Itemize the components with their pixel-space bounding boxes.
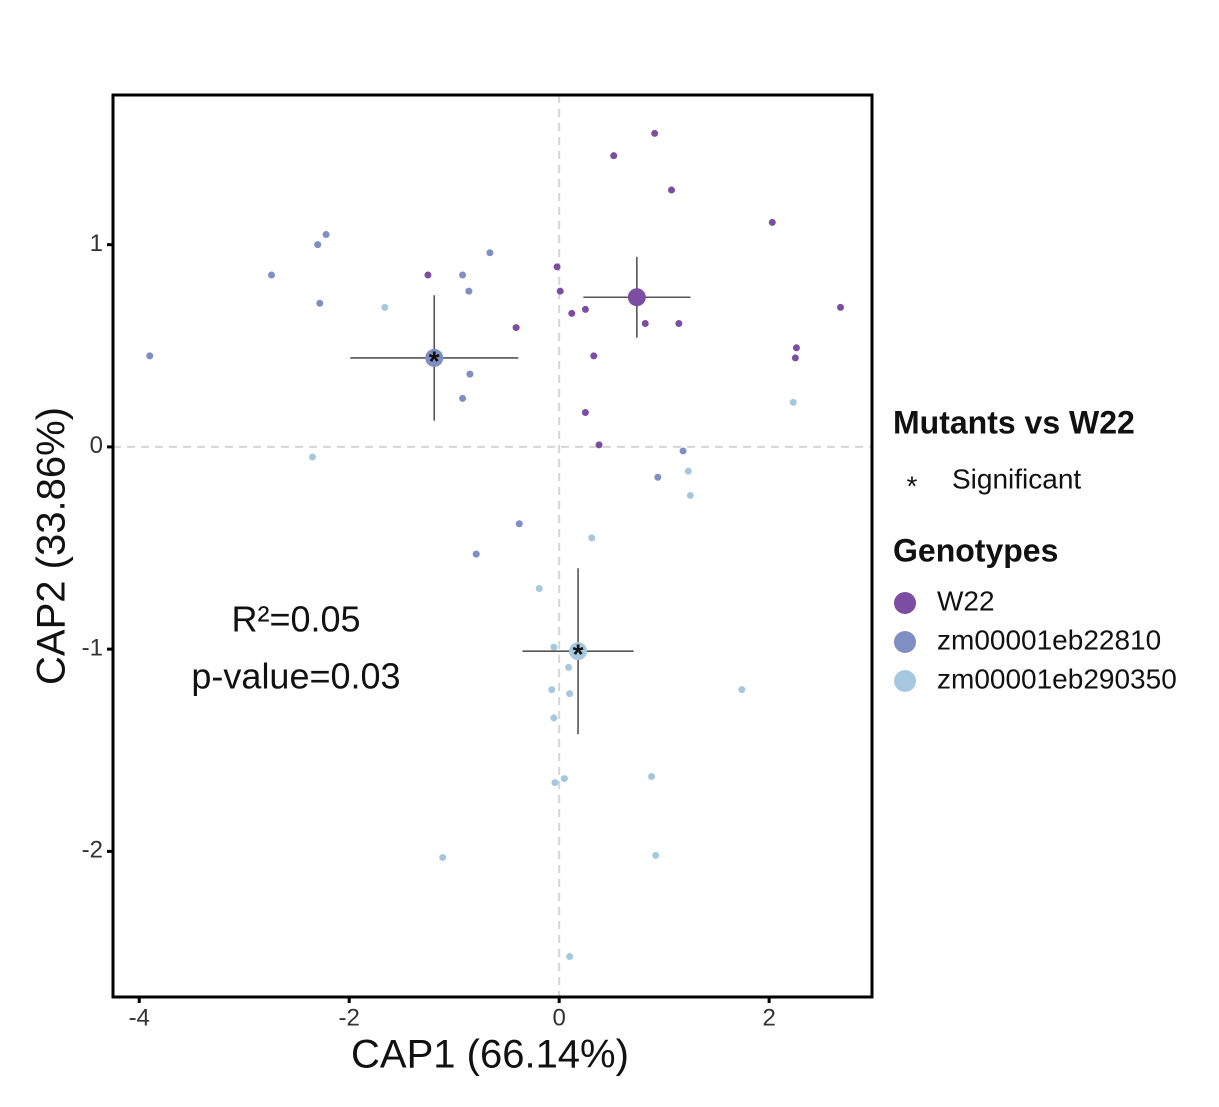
point (466, 370, 474, 378)
point (439, 853, 447, 861)
legend-symbol: * (907, 470, 918, 501)
legend-swatch (894, 670, 916, 692)
point (588, 534, 596, 542)
legend-swatch (894, 631, 916, 653)
point (381, 303, 389, 311)
point (686, 491, 694, 499)
point (512, 324, 520, 332)
point (535, 584, 543, 592)
legend-label: Significant (952, 463, 1081, 494)
centroid (425, 348, 444, 367)
point (566, 690, 574, 698)
point (548, 686, 556, 694)
y-tick-label: 0 (90, 432, 103, 459)
point (738, 686, 746, 694)
point (268, 271, 276, 279)
point (565, 663, 573, 671)
point (595, 441, 603, 449)
point (610, 152, 618, 160)
point (641, 320, 649, 328)
point (837, 303, 845, 311)
point (550, 643, 558, 651)
point (146, 352, 154, 360)
point (581, 305, 589, 313)
point (515, 520, 523, 528)
legend-label: zm00001eb290350 (937, 663, 1177, 694)
centroid (627, 288, 646, 307)
point (566, 953, 574, 961)
legend-swatch (894, 592, 916, 614)
centroid (569, 642, 588, 661)
significance-mark: * (429, 345, 440, 376)
point (667, 186, 675, 194)
point (792, 344, 800, 352)
annotation: R²=0.05 (231, 599, 360, 640)
x-tick-label: 2 (762, 1004, 775, 1031)
y-tick-label: -2 (82, 837, 103, 864)
x-tick-label: -2 (339, 1004, 360, 1031)
point (486, 249, 494, 257)
y-axis-title: CAP2 (33.86%) (30, 407, 74, 685)
point (550, 714, 558, 722)
legend-title: Mutants vs W22 (893, 404, 1135, 440)
point (791, 354, 799, 362)
point (648, 773, 656, 781)
point (553, 263, 561, 271)
annotation: p-value=0.03 (191, 656, 400, 697)
point (314, 241, 322, 249)
point (581, 409, 589, 417)
point (679, 447, 687, 455)
point (551, 779, 559, 787)
x-axis-title: CAP1 (66.14%) (351, 1033, 629, 1077)
point (316, 299, 324, 307)
point (465, 287, 473, 295)
point (590, 352, 598, 360)
point (322, 231, 330, 239)
point (651, 129, 659, 137)
legend-title: Genotypes (893, 532, 1058, 568)
point (459, 271, 467, 279)
point (654, 473, 662, 481)
point (768, 218, 776, 226)
y-tick-label: 1 (90, 230, 103, 257)
point (568, 309, 576, 317)
point (424, 271, 432, 279)
x-tick-label: 0 (552, 1004, 565, 1031)
x-tick-label: -4 (129, 1004, 150, 1031)
point (472, 550, 480, 558)
point (652, 851, 660, 859)
point (684, 467, 692, 475)
legend-label: zm00001eb22810 (937, 624, 1161, 655)
significance-mark: * (573, 639, 584, 670)
point (675, 320, 683, 328)
legend-label: W22 (937, 585, 995, 616)
plot-frame (111, 93, 874, 999)
point (560, 775, 568, 783)
y-tick-label: -1 (82, 634, 103, 661)
point (459, 394, 467, 402)
point (556, 287, 564, 295)
point (789, 398, 797, 406)
point (308, 453, 316, 461)
